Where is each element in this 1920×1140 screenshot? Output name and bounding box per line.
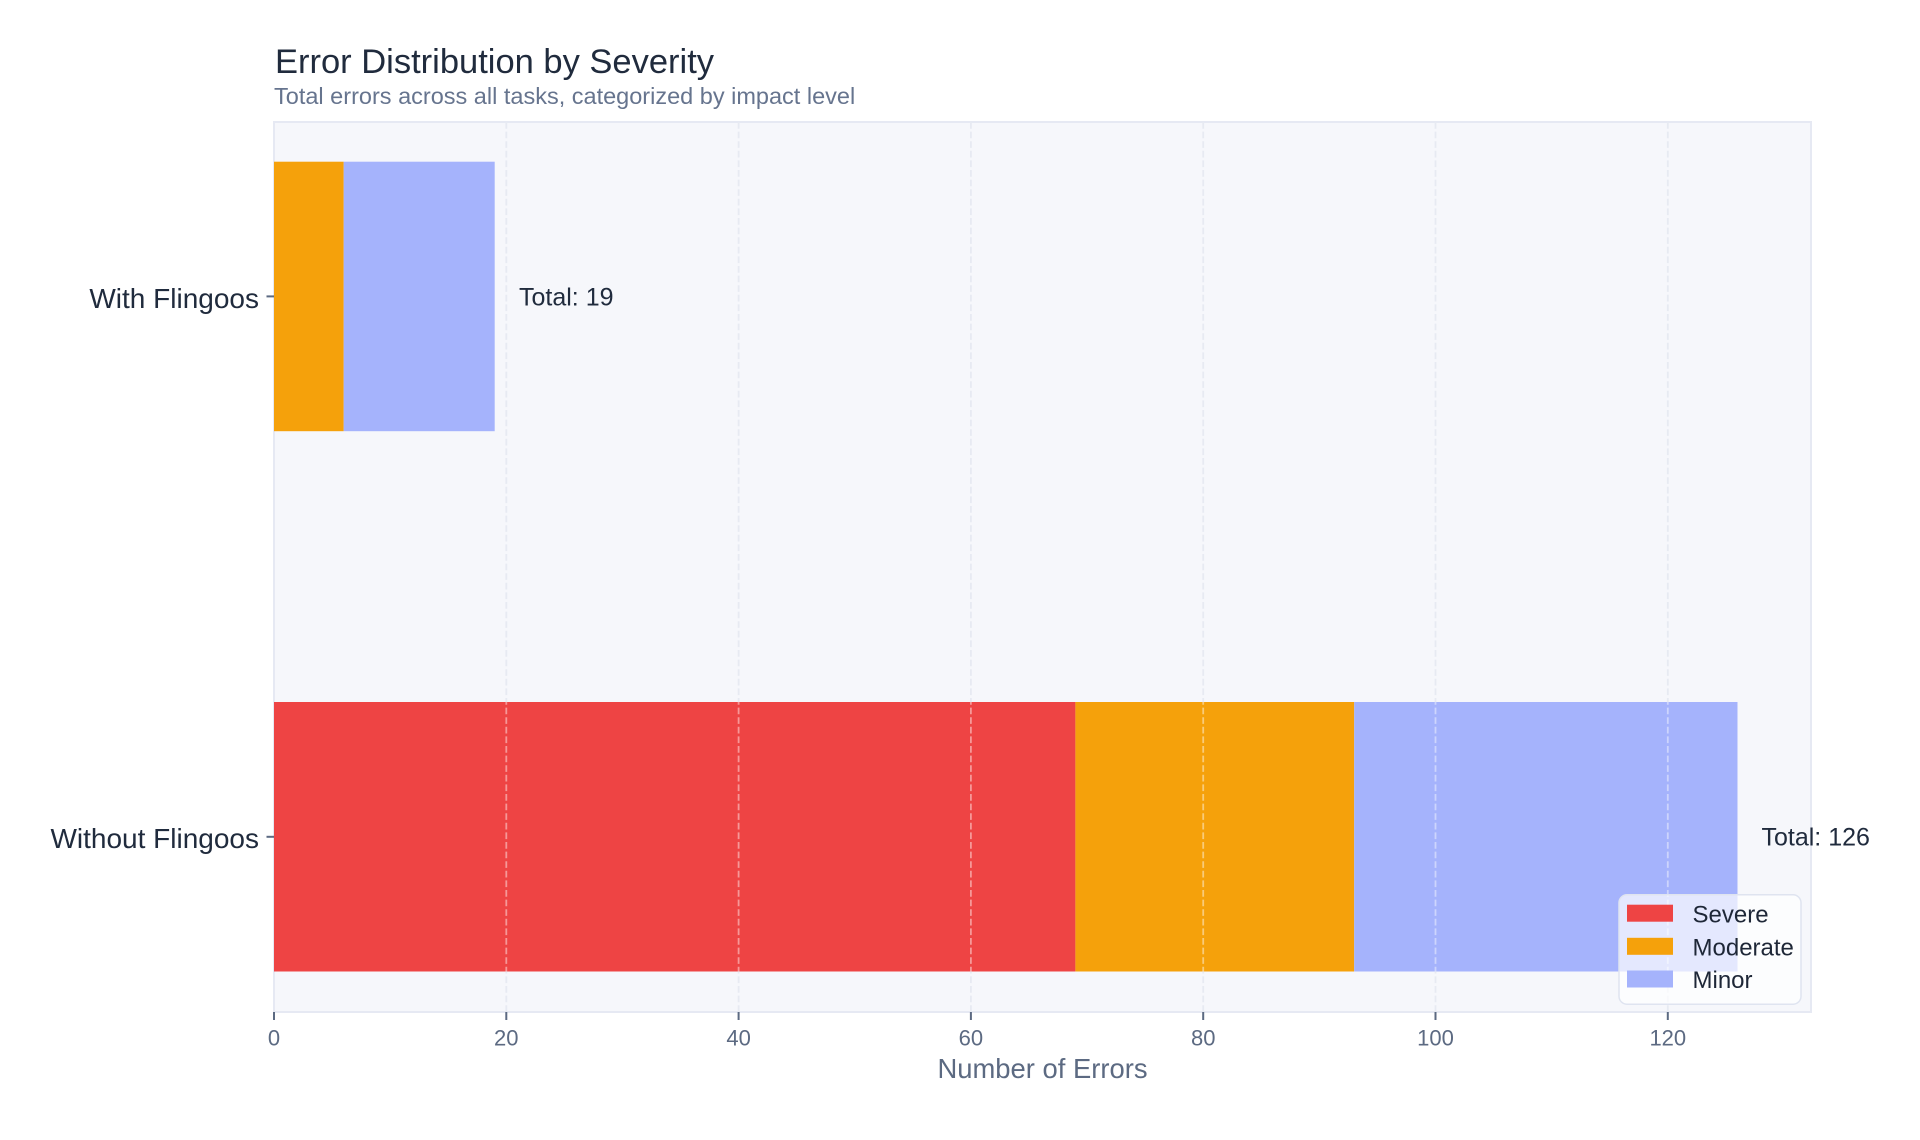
svg-text:Total: 126: Total: 126 xyxy=(1762,824,1870,852)
svg-text:With Flingoos: With Flingoos xyxy=(89,283,259,314)
svg-text:Total: 19: Total: 19 xyxy=(519,284,614,312)
svg-text:120: 120 xyxy=(1649,1026,1686,1051)
svg-text:0: 0 xyxy=(268,1026,280,1051)
svg-text:20: 20 xyxy=(494,1026,518,1051)
svg-text:60: 60 xyxy=(959,1026,983,1051)
svg-text:Minor: Minor xyxy=(1693,967,1753,994)
svg-text:Without Flingoos: Without Flingoos xyxy=(50,823,259,854)
svg-text:Number of Errors: Number of Errors xyxy=(937,1053,1147,1084)
svg-text:40: 40 xyxy=(726,1026,750,1051)
svg-text:Total errors across all tasks,: Total errors across all tasks, categoriz… xyxy=(274,83,855,109)
svg-text:Moderate: Moderate xyxy=(1693,934,1794,961)
svg-text:80: 80 xyxy=(1191,1026,1215,1051)
svg-text:Severe: Severe xyxy=(1693,901,1769,928)
svg-text:Error Distribution by Severity: Error Distribution by Severity xyxy=(275,43,715,81)
svg-text:100: 100 xyxy=(1417,1026,1454,1051)
